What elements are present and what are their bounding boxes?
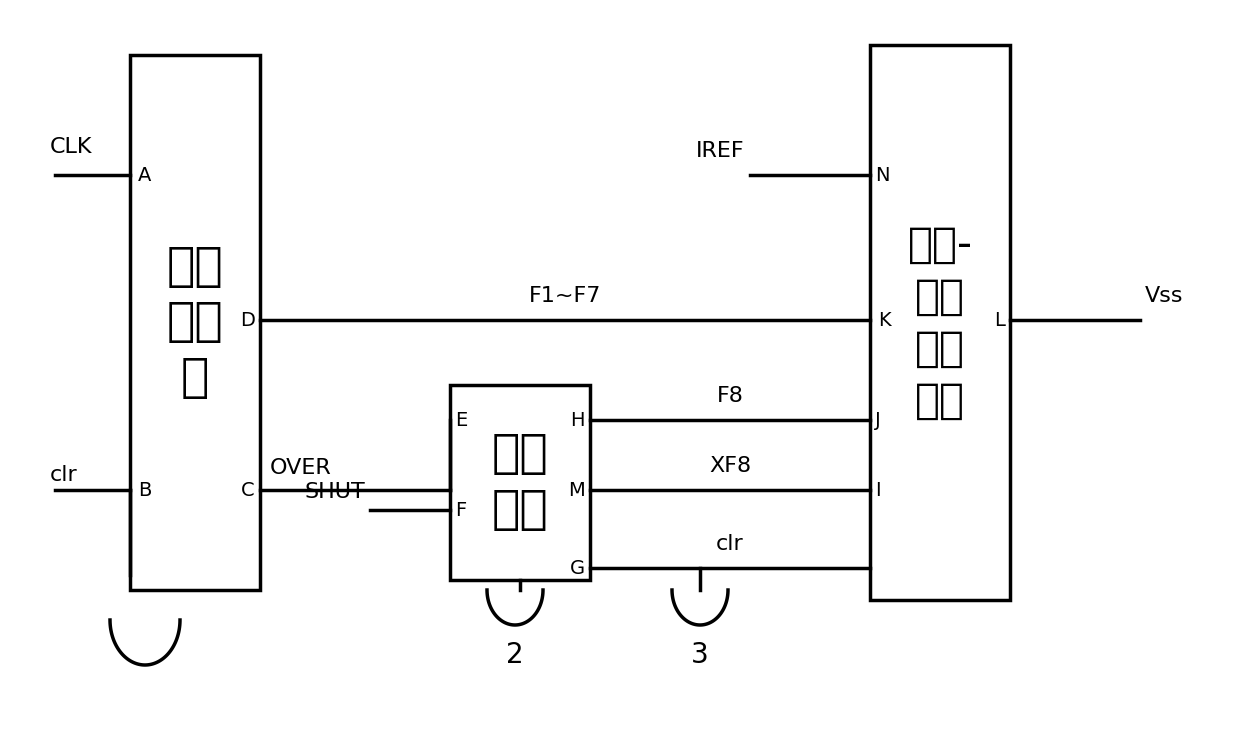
Text: clr: clr bbox=[50, 465, 78, 485]
Text: A: A bbox=[138, 165, 151, 184]
Text: clr: clr bbox=[717, 534, 744, 554]
Text: XF8: XF8 bbox=[709, 456, 751, 476]
Text: Vss: Vss bbox=[1145, 286, 1183, 306]
Text: C: C bbox=[242, 480, 255, 499]
Text: I: I bbox=[875, 480, 880, 499]
Bar bbox=[130, 55, 260, 590]
Text: F1~F7: F1~F7 bbox=[528, 286, 601, 306]
Text: N: N bbox=[875, 165, 889, 184]
Text: CLK: CLK bbox=[50, 137, 93, 157]
Text: B: B bbox=[138, 480, 151, 499]
Text: L: L bbox=[994, 311, 1004, 330]
Text: OVER: OVER bbox=[270, 458, 332, 478]
Text: J: J bbox=[875, 410, 880, 429]
Text: 电流-
电压
转换
电路: 电流- 电压 转换 电路 bbox=[908, 224, 972, 421]
Text: SHUT: SHUT bbox=[304, 482, 365, 502]
Text: G: G bbox=[570, 558, 585, 577]
Bar bbox=[450, 385, 590, 580]
Text: 3: 3 bbox=[691, 641, 709, 669]
Text: K: K bbox=[878, 311, 890, 330]
Bar bbox=[870, 45, 1011, 600]
Text: IREF: IREF bbox=[697, 141, 745, 161]
Text: D: D bbox=[241, 311, 255, 330]
Text: 控制
电路: 控制 电路 bbox=[491, 432, 548, 533]
Text: E: E bbox=[455, 410, 467, 429]
Text: 分频
器电
路: 分频 器电 路 bbox=[166, 244, 223, 400]
Text: M: M bbox=[568, 480, 585, 499]
Text: 2: 2 bbox=[506, 641, 523, 669]
Text: F: F bbox=[455, 501, 466, 520]
Text: H: H bbox=[570, 410, 585, 429]
Text: F8: F8 bbox=[717, 386, 744, 406]
